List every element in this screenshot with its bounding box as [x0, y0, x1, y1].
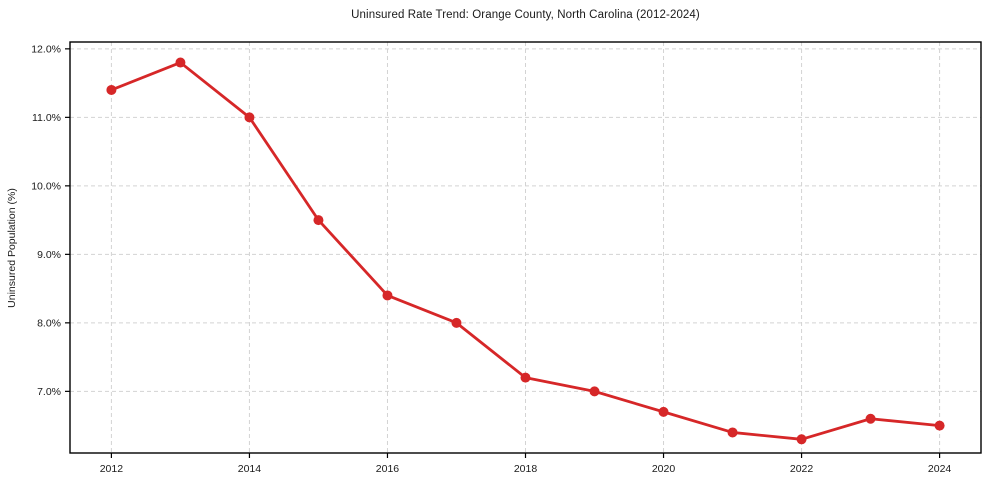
- x-tick-label: 2014: [238, 463, 262, 475]
- y-tick-label: 7.0%: [37, 386, 61, 398]
- x-axis-ticks: 2012 2014 2016 2018 2020 2022 2024: [100, 453, 952, 475]
- y-tick-label: 8.0%: [37, 317, 61, 329]
- data-point-2017: [451, 317, 462, 328]
- y-tick-label: 11.0%: [32, 112, 61, 124]
- y-tick-label: 9.0%: [37, 249, 61, 261]
- data-point-2012: [106, 84, 117, 95]
- data-point-2018: [520, 372, 531, 383]
- x-tick-label: 2016: [376, 463, 400, 475]
- chart-title: Uninsured Rate Trend: Orange County, Nor…: [351, 9, 700, 21]
- data-point-2023: [865, 413, 876, 424]
- x-tick-label: 2018: [514, 463, 538, 475]
- x-tick-label: 2020: [652, 463, 676, 475]
- data-points: [106, 57, 945, 445]
- y-tick-label: 10.0%: [31, 180, 61, 192]
- x-tick-label: 2024: [928, 463, 952, 475]
- data-point-2013: [175, 57, 186, 68]
- data-point-2015: [313, 215, 324, 226]
- data-point-2020: [658, 406, 669, 417]
- data-point-2021: [727, 427, 738, 438]
- data-point-2022: [796, 434, 807, 445]
- y-tick-label: 12.0%: [31, 43, 61, 55]
- y-axis-ticks: 7.0% 8.0% 9.0% 10.0% 11.0% 12.0%: [31, 43, 70, 398]
- data-point-2016: [382, 290, 393, 301]
- plot-border: [69, 41, 982, 454]
- y-axis-label: Uninsured Population (%): [6, 188, 18, 308]
- x-tick-label: 2022: [790, 463, 814, 475]
- data-point-2019: [589, 386, 600, 397]
- x-tick-label: 2012: [100, 463, 124, 475]
- data-point-2024: [934, 420, 945, 431]
- data-point-2014: [244, 112, 255, 123]
- x-gridlines: [110, 42, 941, 453]
